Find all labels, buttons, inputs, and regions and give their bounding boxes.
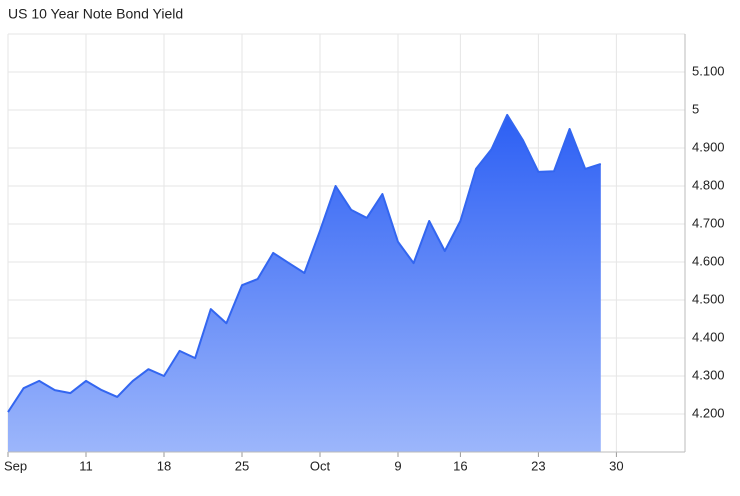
line [7,113,602,413]
y-tick-label: 4.800 [692,177,725,192]
x-tick-label: 30 [609,458,623,473]
x-tick-label: 11 [79,458,93,473]
y-tick-label: 4.700 [692,215,725,230]
y-tick-label: 5.100 [692,63,725,78]
x-tick-label: 23 [531,458,545,473]
y-tick-label: 4.300 [692,367,725,382]
y-tick-label: 4.200 [692,405,725,420]
x-tick-label: 25 [235,458,249,473]
x-tick-label: 18 [157,458,171,473]
y-tick-label: 4.500 [692,291,725,306]
x-tick-label: Oct [310,458,331,473]
y-tick-label: 5 [692,101,699,116]
y-tick-label: 4.400 [692,329,725,344]
area [8,114,601,453]
x-tick-label: Sep [4,458,27,473]
y-tick-label: 4.900 [692,139,725,154]
x-tick-label: 16 [453,458,467,473]
y-tick-label: 4.600 [692,253,725,268]
chart-title: US 10 Year Note Bond Yield [8,6,183,22]
x-tick-label: 9 [394,458,401,473]
